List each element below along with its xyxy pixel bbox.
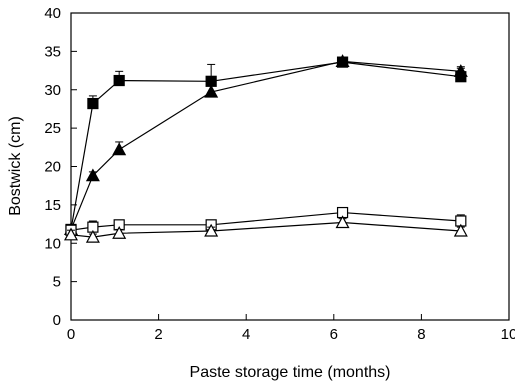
y-axis-ticks: 0 5 10 15 20 25 30 35 40 xyxy=(44,5,77,329)
series-open-triangle xyxy=(63,215,468,243)
series-line xyxy=(70,60,461,230)
plot-frame xyxy=(70,12,510,321)
data-point xyxy=(85,168,100,182)
x-tick-label: 0 xyxy=(67,326,75,343)
x-axis-ticks: 0 2 4 6 8 10 xyxy=(67,314,515,343)
x-tick-label: 8 xyxy=(417,326,425,343)
data-point xyxy=(204,84,219,98)
series-filled-triangle xyxy=(63,54,468,236)
x-tick-label: 2 xyxy=(154,326,162,343)
x-axis-title: Paste storage time (months) xyxy=(190,364,391,381)
data-point xyxy=(335,215,350,229)
data-point xyxy=(453,64,468,77)
series-layer xyxy=(63,54,468,243)
series-open-square xyxy=(65,206,467,236)
data-point xyxy=(87,97,99,110)
data-point xyxy=(112,226,127,239)
series-line xyxy=(70,61,461,230)
y-tick-label: 10 xyxy=(44,235,61,252)
y-tick-label: 25 xyxy=(44,120,61,137)
x-tick-label: 4 xyxy=(242,326,250,343)
data-point xyxy=(112,142,127,156)
x-tick-label: 6 xyxy=(330,326,338,343)
data-point xyxy=(113,74,125,87)
y-tick-label: 40 xyxy=(44,5,61,22)
x-tick-label: 10 xyxy=(501,326,515,343)
y-tick-label: 20 xyxy=(44,159,61,176)
data-point xyxy=(85,229,100,243)
data-point xyxy=(453,223,468,237)
data-point xyxy=(63,227,79,241)
y-tick-label: 5 xyxy=(53,274,61,291)
y-tick-label: 15 xyxy=(44,197,61,214)
data-point xyxy=(204,223,219,237)
data-point xyxy=(335,54,350,67)
y-tick-label: 35 xyxy=(44,43,61,60)
y-tick-label: 30 xyxy=(44,82,61,99)
y-axis-title: Bostwick (cm) xyxy=(7,116,24,216)
plot-area xyxy=(70,12,510,321)
y-tick-label: 0 xyxy=(53,312,61,329)
